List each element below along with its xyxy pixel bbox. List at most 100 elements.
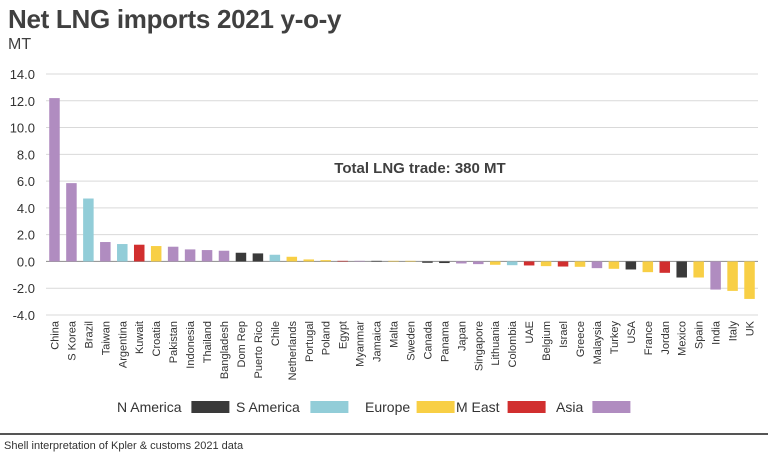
y-tick-label: 14.0 <box>10 67 35 82</box>
bar-uae <box>523 261 535 266</box>
bar-portugal <box>303 259 315 262</box>
bar-lithuania <box>489 261 501 265</box>
y-tick-label: 8.0 <box>17 147 35 162</box>
x-tick-label: UAE <box>524 321 536 344</box>
bar-canada <box>422 261 433 263</box>
x-tick-label: France <box>643 321 655 355</box>
bar-italy <box>727 261 738 291</box>
x-tick-label: India <box>711 320 723 345</box>
x-tick-label: Chile <box>270 321 282 346</box>
x-tick-label: Netherlands <box>287 321 299 381</box>
y-tick-label: -2.0 <box>13 281 35 296</box>
x-tick-label: Taiwan <box>100 321 112 355</box>
x-tick-label: S Korea <box>66 320 78 361</box>
x-tick-label: Israel <box>558 321 570 348</box>
bar-turkey <box>608 261 620 269</box>
bar-japan <box>456 261 467 264</box>
bar-chart: 14.0 12.0 10.0 8.0 6.0 4.0 2.0 0.0 -2.0 -4.0 Chin… <box>10 67 758 415</box>
bars <box>49 98 755 299</box>
x-tick-label: Jamaica <box>372 320 384 362</box>
legend-label: Europe <box>365 399 410 415</box>
x-tick-label: Jordan <box>660 321 672 355</box>
bar-bangladesh <box>218 250 230 262</box>
legend-swatch <box>507 401 546 413</box>
bar-sweden <box>405 260 416 262</box>
x-tick-label: Belgium <box>541 321 553 361</box>
bar-mexico <box>676 261 687 278</box>
x-tick-label: Lithuania <box>490 320 502 366</box>
bar-spain <box>693 261 704 278</box>
bar-israel <box>557 261 569 267</box>
x-tick-label: Portugal <box>304 321 316 362</box>
bar-chile <box>269 254 281 262</box>
bar-malaysia <box>591 261 603 269</box>
legend-swatch <box>310 401 349 413</box>
legend: N America S America Europe M East Asia <box>117 399 631 415</box>
x-tick-label: Colombia <box>507 320 519 367</box>
x-tick-label: Brazil <box>83 321 95 349</box>
x-tick-label: Spain <box>694 321 706 349</box>
bar-greece <box>574 261 586 267</box>
bar-jamaica <box>371 260 382 262</box>
bar-singapore <box>473 261 484 265</box>
source-note: Shell interpretation of Kpler & customs … <box>4 440 244 452</box>
x-tick-label: Mexico <box>677 321 689 356</box>
bar-taiwan <box>100 242 111 262</box>
y-tick-label: -4.0 <box>13 308 35 323</box>
x-tick-label: Thailand <box>202 321 214 363</box>
bar-egypt <box>337 260 348 262</box>
legend-swatch <box>191 401 230 413</box>
y-axis-ticks: 14.0 12.0 10.0 8.0 6.0 4.0 2.0 0.0 -2.0 -4.0 <box>10 67 35 323</box>
legend-swatch <box>592 401 631 413</box>
bar-france <box>642 261 654 273</box>
bar-colombia <box>506 261 518 266</box>
bar-usa <box>625 261 637 270</box>
x-tick-label: Malaysia <box>592 320 604 364</box>
bar-kuwait <box>133 244 145 262</box>
footer-divider <box>0 433 768 435</box>
x-tick-label: Kuwait <box>134 321 146 354</box>
y-tick-label: 0.0 <box>17 254 35 269</box>
x-tick-label: UK <box>745 320 757 336</box>
x-tick-label: Italy <box>728 321 740 342</box>
x-tick-label: Dom Rep <box>236 321 248 367</box>
legend-label: N America <box>117 399 182 415</box>
x-tick-label: Malta <box>389 320 401 348</box>
bar-croatia <box>150 246 162 262</box>
y-tick-label: 10.0 <box>10 121 35 136</box>
x-tick-label: Turkey <box>609 321 621 355</box>
bar-malta <box>388 260 399 262</box>
bar-argentina <box>117 244 128 262</box>
x-tick-label: Egypt <box>338 321 350 349</box>
bar-belgium <box>540 261 552 267</box>
x-tick-label: Bangladesh <box>219 321 231 379</box>
chart-title: Net LNG imports 2021 y-o-y <box>8 4 342 34</box>
x-axis-labels: China S Korea Brazil Taiwan Argentina Kuwait C… <box>49 320 756 380</box>
y-tick-label: 6.0 <box>17 174 35 189</box>
x-tick-label: Greece <box>575 321 587 357</box>
bar-jordan <box>659 261 671 273</box>
x-tick-label: Panama <box>439 320 451 362</box>
bar-s-korea <box>66 183 77 262</box>
bar-poland <box>320 260 331 262</box>
x-tick-label: Canada <box>422 320 434 359</box>
bar-brazil <box>83 198 94 262</box>
bar-india <box>710 261 721 290</box>
y-tick-label: 2.0 <box>17 228 35 243</box>
bar-indonesia <box>184 249 196 262</box>
x-tick-label: Myanmar <box>355 321 367 367</box>
x-tick-label: Pakistan <box>168 321 180 363</box>
x-tick-label: Japan <box>456 321 468 351</box>
gridlines <box>46 73 758 316</box>
bar-china <box>49 98 60 262</box>
bar-dom-rep <box>235 252 247 262</box>
y-tick-label: 12.0 <box>10 94 35 109</box>
x-tick-label: Indonesia <box>185 320 197 369</box>
bar-myanmar <box>354 260 365 262</box>
bar-thailand <box>201 250 213 262</box>
x-tick-label: Poland <box>321 321 333 355</box>
x-tick-label: Singapore <box>473 321 485 371</box>
chart-unit-label: MT <box>8 36 32 53</box>
bar-panama <box>439 261 450 264</box>
legend-swatch <box>416 401 455 413</box>
